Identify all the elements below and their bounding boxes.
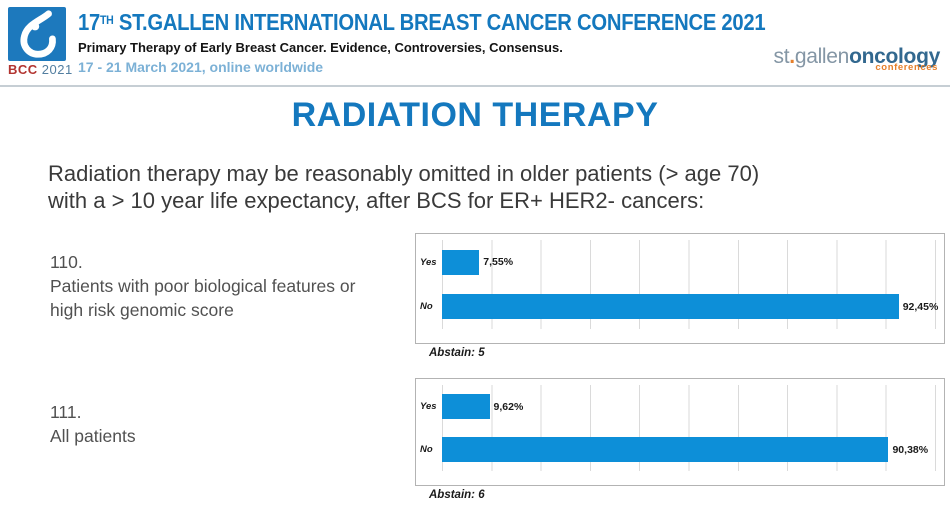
bar-no — [442, 437, 889, 462]
poll-label-line: Patients with poor biological features o… — [50, 276, 356, 296]
poll-111-abstain: Abstain: 6 — [429, 489, 485, 501]
poll-111-label: 111. All patients — [50, 400, 136, 448]
conference-title-number: 17 — [78, 9, 100, 35]
bcc-year: 2021 — [41, 62, 73, 77]
bar-no — [442, 294, 899, 320]
bcc-logo-caption: BCC 2021 — [8, 62, 73, 77]
value-label: 92,45% — [902, 300, 939, 313]
chart-row-no: No 90,38% — [420, 437, 936, 462]
question-text: Radiation therapy may be reasonably omit… — [48, 160, 759, 214]
chart-rows: Yes 9,62% No 90,38% — [420, 385, 936, 471]
orange-dot: . — [789, 45, 795, 68]
conference-title-ordinal: TH — [99, 13, 114, 27]
stgallen-oncology-logo: st.gallenoncology conferences — [773, 45, 941, 73]
conference-title: 17TH ST.GALLEN INTERNATIONAL BREAST CANC… — [78, 9, 766, 36]
bcc-logo-icon — [8, 7, 66, 61]
question-line-2: with a > 10 year life expectancy, after … — [48, 188, 705, 213]
category-label: No — [420, 301, 433, 313]
bcc-logo: BCC 2021 — [8, 7, 73, 77]
bar-yes — [442, 394, 490, 419]
poll-label-line: high risk genomic score — [50, 300, 234, 320]
value-label: 9,62% — [493, 400, 524, 413]
poll-number: 111. — [50, 402, 82, 422]
conference-subtitle: Primary Therapy of Early Breast Cancer. … — [78, 40, 563, 55]
poll-111-chart: Yes 9,62% No 90,38% — [415, 378, 945, 486]
header-text: 17TH ST.GALLEN INTERNATIONAL BREAST CANC… — [78, 9, 859, 75]
page-title: RADIATION THERAPY — [291, 96, 659, 134]
value-label: 7,55% — [483, 256, 514, 269]
question-line-1: Radiation therapy may be reasonably omit… — [48, 161, 760, 186]
category-label: No — [420, 444, 433, 455]
conference-title-text: ST.GALLEN INTERNATIONAL BREAST CANCER CO… — [113, 9, 766, 35]
category-label: Yes — [420, 401, 437, 412]
value-label: 90,38% — [892, 443, 929, 456]
conferences-tag: conferences — [875, 62, 938, 73]
poll-110-label: 110. Patients with poor biological featu… — [50, 250, 355, 322]
poll-number: 110. — [50, 252, 83, 272]
chart-row-yes: Yes 9,62% — [420, 394, 936, 419]
poll-110-chart: Yes 7,55% No 92,45% — [415, 233, 945, 344]
drop-swoosh-icon — [20, 10, 56, 58]
stgallen-oncology-wordmark: st.gallenoncology — [773, 45, 941, 68]
chart-row-no: No 92,45% — [420, 294, 939, 320]
poll-label-line: All patients — [50, 426, 136, 446]
conference-dates: 17 - 21 March 2021, online worldwide — [78, 59, 324, 75]
category-label: Yes — [420, 256, 437, 268]
header: BCC 2021 17TH ST.GALLEN INTERNATIONAL BR… — [0, 0, 950, 87]
bcc-text: BCC — [8, 62, 38, 77]
chart-rows: Yes 7,55% No 92,45% — [420, 240, 939, 329]
poll-110-abstain: Abstain: 5 — [429, 347, 485, 359]
bar-yes — [442, 249, 480, 275]
chart-row-yes: Yes 7,55% — [420, 249, 936, 275]
